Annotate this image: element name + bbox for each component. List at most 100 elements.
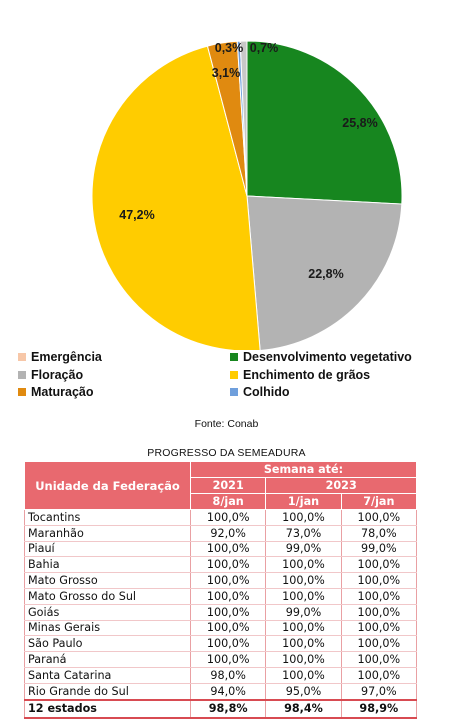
- slice-value-label: 0,3%: [215, 41, 244, 55]
- total-percent: 98,8%: [190, 698, 267, 719]
- legend-item-enchimento: Enchimento de grãos: [230, 368, 370, 382]
- percent-cell: 100,0%: [341, 509, 418, 526]
- percent-cell: 100,0%: [190, 541, 267, 558]
- table-row: Mato Grosso do Sul 100,0% 100,0% 100,0%: [24, 588, 418, 605]
- percent-cell: 99,0%: [341, 541, 418, 558]
- table-row: Piauí 100,0% 99,0% 99,0%: [24, 541, 418, 558]
- state-name: Goiás: [24, 604, 191, 621]
- legend-swatch: [18, 388, 26, 396]
- state-name: Piauí: [24, 541, 191, 558]
- percent-cell: 94,0%: [190, 683, 267, 701]
- table-row: Paraná 100,0% 100,0% 100,0%: [24, 651, 418, 668]
- table-row: Minas Gerais 100,0% 100,0% 100,0%: [24, 620, 418, 637]
- table-row: Goiás 100,0% 99,0% 100,0%: [24, 604, 418, 621]
- percent-cell: 100,0%: [190, 588, 267, 605]
- percent-cell: 98,0%: [190, 667, 267, 684]
- legend-label: Colhido: [243, 385, 290, 399]
- percent-cell: 100,0%: [265, 588, 342, 605]
- percent-cell: 100,0%: [341, 572, 418, 589]
- total-percent: 98,4%: [265, 698, 342, 719]
- table-body: Tocantins 100,0% 100,0% 100,0% Maranhão 92,0%…: [24, 509, 418, 719]
- percent-cell: 100,0%: [190, 572, 267, 589]
- state-name: Mato Grosso do Sul: [24, 588, 191, 605]
- percent-cell: 100,0%: [341, 667, 418, 684]
- legend-item-emergencia: Emergência: [18, 350, 102, 364]
- legend-item-floracao: Floração: [18, 368, 83, 382]
- percent-cell: 95,0%: [265, 683, 342, 701]
- percent-cell: 100,0%: [341, 620, 418, 637]
- header-date: 8/jan: [189, 493, 267, 510]
- percent-cell: 100,0%: [341, 588, 418, 605]
- legend-item-desenvolvimento: Desenvolvimento vegetativo: [230, 350, 412, 364]
- state-name: Rio Grande do Sul: [24, 683, 191, 701]
- legend-item-maturacao: Maturação: [18, 385, 94, 399]
- percent-cell: 97,0%: [341, 683, 418, 701]
- table-row: Maranhão 92,0% 73,0% 78,0%: [24, 525, 418, 542]
- legend-label: Floração: [31, 368, 84, 382]
- legend-swatch: [18, 353, 26, 361]
- state-name: Minas Gerais: [24, 620, 191, 637]
- percent-cell: 100,0%: [341, 556, 418, 574]
- percent-cell: 100,0%: [265, 556, 342, 574]
- legend-label: Enchimento de grãos: [243, 368, 371, 382]
- table-row: Tocantins 100,0% 100,0% 100,0%: [24, 509, 418, 526]
- percent-cell: 99,0%: [265, 604, 342, 621]
- pie-slice: [246, 195, 403, 350]
- percent-cell: 100,0%: [341, 604, 418, 621]
- percent-cell: 99,0%: [265, 541, 342, 558]
- percent-cell: 100,0%: [265, 620, 342, 637]
- header-year-2023: 2023: [265, 477, 417, 494]
- state-name: Bahia: [24, 556, 191, 574]
- header-unit: Unidade da Federação: [24, 461, 191, 510]
- pie-chart: 25,8% 22,8% 47,2% 3,1% 0,3% 0,7%: [91, 40, 403, 350]
- state-name: Maranhão: [24, 525, 191, 542]
- legend-label: Desenvolvimento vegetativo: [243, 350, 412, 364]
- pie-slice: [91, 45, 261, 350]
- table-title: PROGRESSO DA SEMEADURA: [147, 447, 306, 459]
- percent-cell: 100,0%: [190, 604, 267, 621]
- table-row: Bahia 100,0% 100,0% 100,0%: [24, 556, 418, 574]
- legend-swatch: [230, 388, 238, 396]
- percent-cell: 100,0%: [265, 651, 342, 668]
- total-label: 12 estados: [24, 698, 191, 719]
- percent-cell: 100,0%: [190, 651, 267, 668]
- legend-swatch: [230, 353, 238, 361]
- percent-cell: 100,0%: [265, 572, 342, 589]
- percent-cell: 92,0%: [190, 525, 267, 542]
- legend-item-colhido: Colhido: [230, 385, 290, 399]
- percent-cell: 100,0%: [190, 509, 267, 526]
- percent-cell: 100,0%: [265, 667, 342, 684]
- legend-label: Emergência: [31, 350, 102, 364]
- legend-swatch: [18, 371, 26, 379]
- state-name: Santa Catarina: [24, 667, 191, 684]
- header-week: Semana até:: [190, 461, 417, 478]
- state-name: São Paulo: [24, 635, 191, 653]
- header-date: 1/jan: [265, 493, 342, 510]
- state-name: Tocantins: [24, 509, 191, 526]
- slice-value-label: 25,8%: [342, 116, 377, 130]
- percent-cell: 100,0%: [190, 635, 267, 653]
- pie-slice: [239, 40, 248, 197]
- legend-swatch: [230, 371, 238, 379]
- percent-cell: 100,0%: [341, 651, 418, 668]
- percent-cell: 73,0%: [265, 525, 342, 542]
- table-row: Santa Catarina 98,0% 100,0% 100,0%: [24, 667, 418, 684]
- legend-label: Maturação: [31, 385, 94, 399]
- percent-cell: 100,0%: [265, 635, 342, 653]
- source-note: Fonte: Conab: [194, 418, 259, 430]
- header-date: 7/jan: [340, 493, 418, 510]
- slice-value-label: 22,8%: [308, 267, 343, 281]
- percent-cell: 100,0%: [190, 620, 267, 637]
- state-name: Paraná: [24, 651, 191, 668]
- header-year-2021: 2021: [189, 477, 267, 494]
- table-row: Rio Grande do Sul 94,0% 95,0% 97,0%: [24, 683, 418, 701]
- slice-value-label: 47,2%: [119, 208, 154, 222]
- table-row: Mato Grosso 100,0% 100,0% 100,0%: [24, 572, 418, 589]
- state-name: Mato Grosso: [24, 572, 191, 589]
- slice-value-label: 0,7%: [250, 41, 279, 55]
- percent-cell: 100,0%: [341, 635, 418, 653]
- percent-cell: 100,0%: [265, 509, 342, 526]
- total-percent: 98,9%: [341, 698, 418, 719]
- total-row: 12 estados 98,8% 98,4% 98,9%: [24, 698, 418, 719]
- table-row: São Paulo 100,0% 100,0% 100,0%: [24, 635, 418, 653]
